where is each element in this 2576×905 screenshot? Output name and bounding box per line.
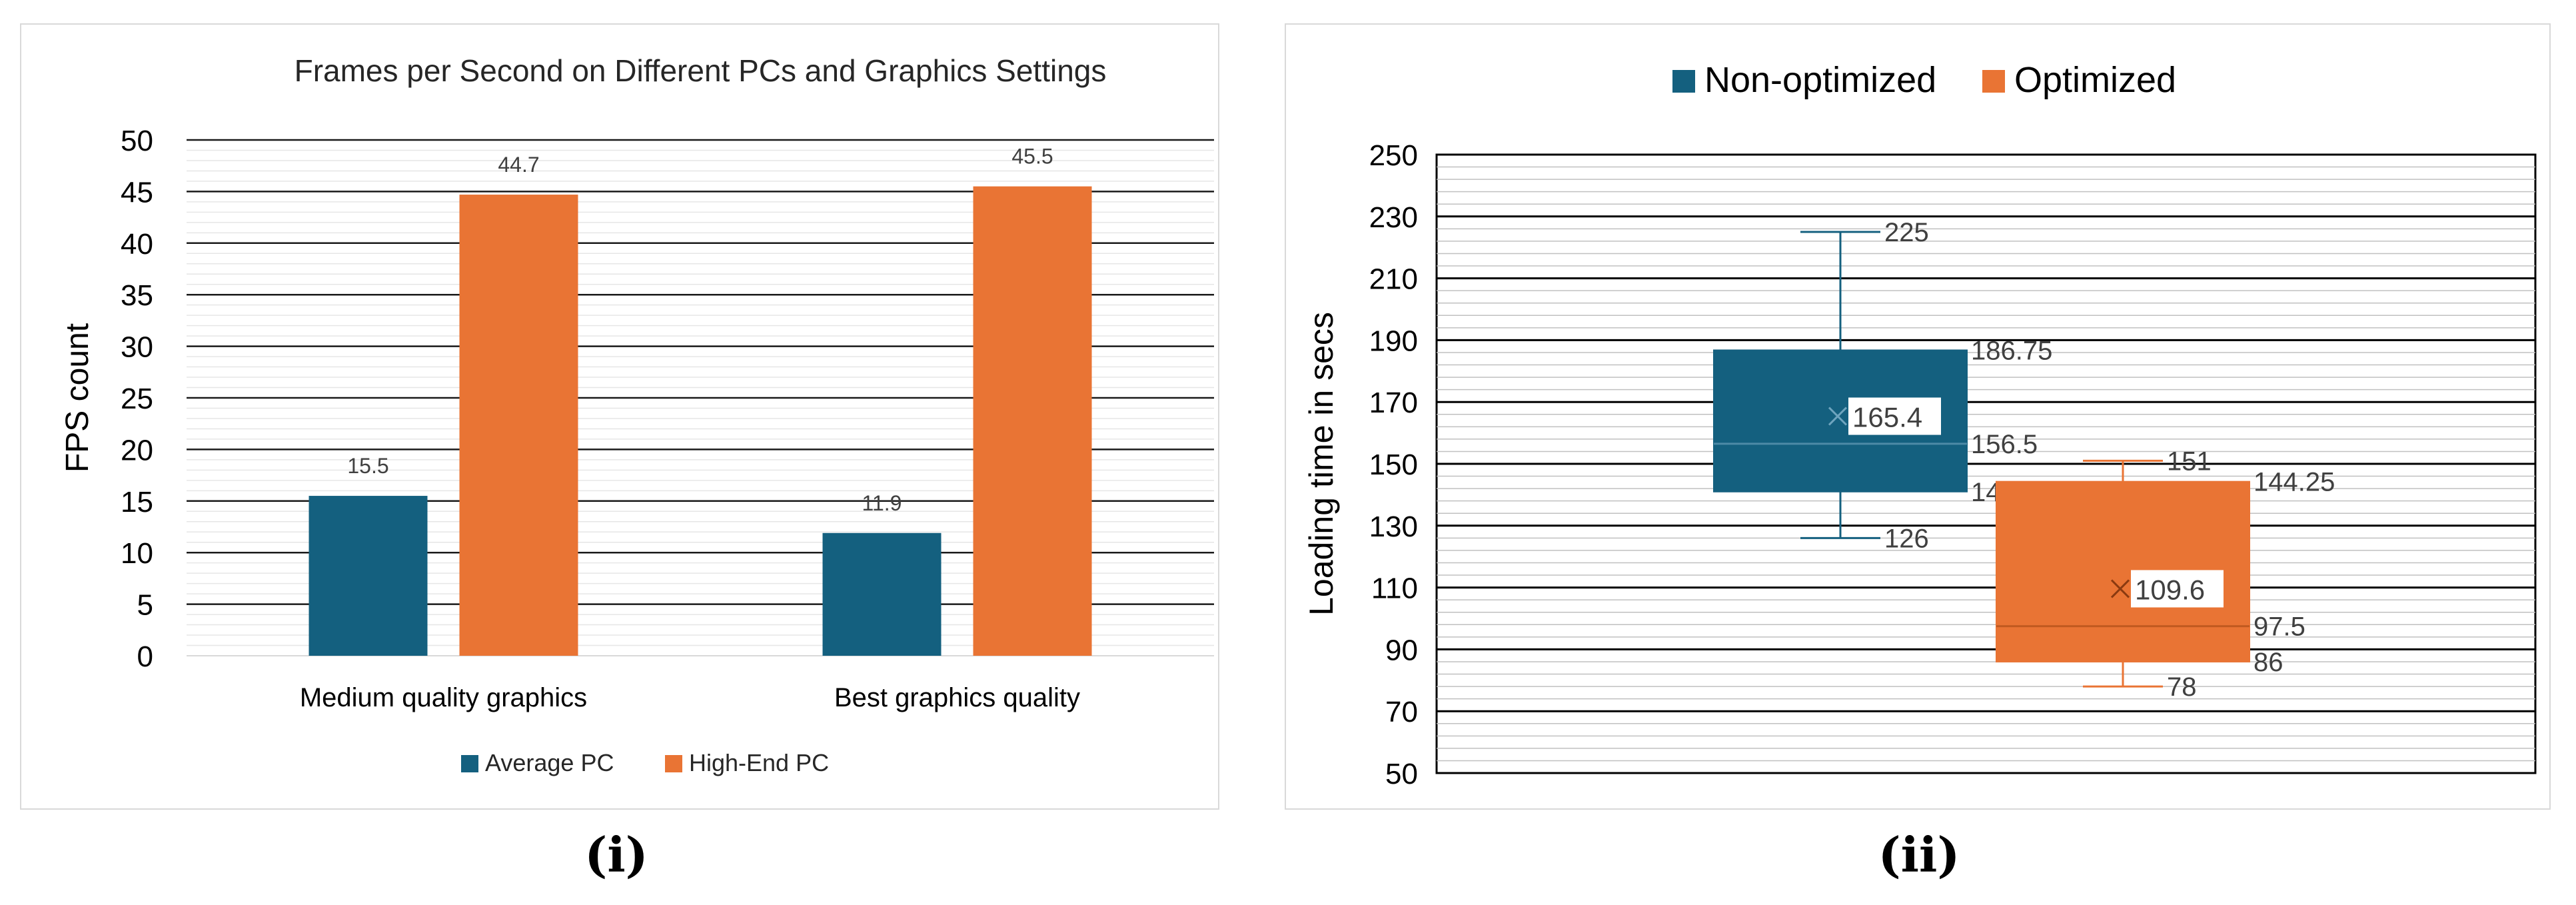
y-tick-label: 10 bbox=[121, 537, 153, 570]
y-tick-label: 50 bbox=[1385, 758, 1418, 790]
y-tick-label: 40 bbox=[121, 228, 153, 261]
legend-label: Average PC bbox=[485, 749, 614, 776]
y-tick-label: 90 bbox=[1385, 634, 1418, 666]
mean-label-bg bbox=[2131, 570, 2224, 608]
legend-swatch bbox=[461, 755, 478, 772]
y-tick-label: 15 bbox=[121, 486, 153, 518]
data-label: 44.7 bbox=[498, 153, 539, 177]
bar bbox=[459, 195, 578, 656]
median-label: 156.5 bbox=[1971, 430, 2038, 459]
box-chart-panel: 50 70 90 110 130 150 170 190 210 230 250 Loading ti… bbox=[1285, 23, 2551, 810]
bar bbox=[309, 496, 428, 656]
min-label: 78 bbox=[2167, 672, 2197, 702]
y-tick-label: 20 bbox=[121, 434, 153, 466]
max-label: 225 bbox=[1884, 218, 1929, 247]
data-label: 45.5 bbox=[1011, 145, 1053, 169]
bar-chart-panel: Frames per Second on Different PCs and G… bbox=[20, 23, 1219, 810]
q1-label: 86 bbox=[2254, 648, 2283, 677]
bar bbox=[973, 186, 1092, 656]
y-tick-label: 30 bbox=[121, 331, 153, 364]
min-label: 126 bbox=[1884, 524, 1929, 553]
fps-bar-chart: Frames per Second on Different PCs and G… bbox=[60, 53, 1214, 776]
q3-label: 144.25 bbox=[2254, 468, 2335, 497]
max-label: 151 bbox=[2167, 447, 2212, 476]
legend-label: Optimized bbox=[2014, 60, 2176, 100]
y-tick-label: 35 bbox=[121, 279, 153, 312]
legend-label: Non-optimized bbox=[1704, 60, 1936, 100]
chart-title: Frames per Second on Different PCs and G… bbox=[295, 53, 1107, 88]
y-tick-label: 110 bbox=[1371, 572, 1418, 605]
legend-swatch bbox=[665, 755, 682, 772]
mean-marker bbox=[2110, 579, 2130, 598]
mean-label: 165.4 bbox=[1852, 402, 1922, 433]
y-tick-label: 50 bbox=[121, 125, 153, 157]
y-tick-label: 150 bbox=[1369, 449, 1418, 481]
y-tick-label: 170 bbox=[1369, 387, 1418, 419]
legend-label: High-End PC bbox=[689, 749, 829, 776]
y-tick-label: 0 bbox=[137, 640, 153, 673]
median-label: 97.5 bbox=[2254, 612, 2305, 642]
legend-swatch bbox=[1982, 70, 2005, 93]
mean-label: 109.6 bbox=[2135, 574, 2205, 605]
legend-swatch bbox=[1672, 70, 1695, 93]
y-tick-label: 5 bbox=[137, 589, 153, 622]
q3-label: 186.75 bbox=[1971, 336, 2052, 365]
y-tick-label: 210 bbox=[1369, 263, 1418, 296]
y-axis-label: FPS count bbox=[60, 323, 95, 472]
y-tick-label: 70 bbox=[1385, 696, 1418, 728]
y-tick-label: 130 bbox=[1369, 510, 1418, 543]
y-axis-label: Loading time in secs bbox=[1303, 312, 1340, 616]
y-tick-label: 190 bbox=[1369, 325, 1418, 357]
data-label: 11.9 bbox=[862, 491, 902, 515]
data-label: 15.5 bbox=[347, 454, 388, 478]
y-tick-label: 250 bbox=[1369, 139, 1418, 172]
loading-time-box-chart: 50 70 90 110 130 150 170 190 210 230 250 Loading ti… bbox=[1303, 60, 2537, 790]
mean-marker bbox=[1828, 407, 1848, 426]
y-tick-label: 45 bbox=[121, 176, 153, 209]
x-tick-label: Medium quality graphics bbox=[300, 683, 587, 712]
y-tick-label: 230 bbox=[1369, 201, 1418, 234]
bar bbox=[822, 532, 942, 656]
y-tick-label: 25 bbox=[121, 383, 153, 415]
mean-label-bg bbox=[1848, 397, 1941, 435]
caption-i: (i) bbox=[584, 826, 648, 883]
caption-ii: (ii) bbox=[1878, 826, 1960, 883]
x-tick-label: Best graphics quality bbox=[834, 683, 1080, 712]
